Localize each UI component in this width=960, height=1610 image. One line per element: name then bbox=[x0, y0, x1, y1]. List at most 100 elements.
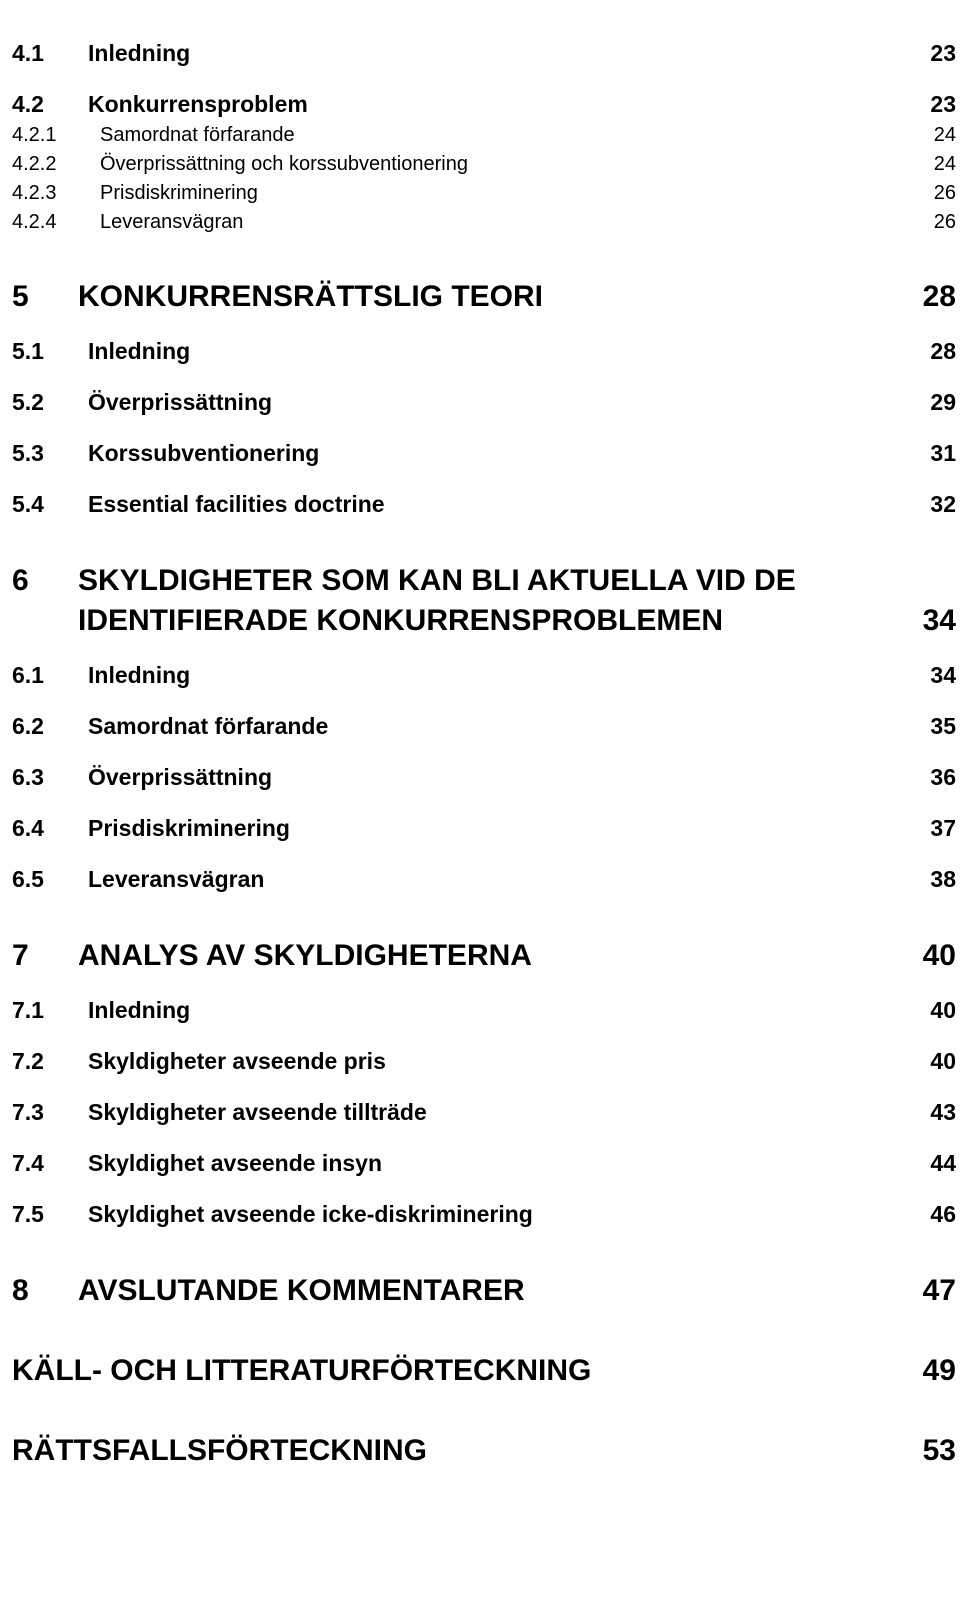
toc-page-number: 49 bbox=[906, 1354, 960, 1388]
toc-page-number: 23 bbox=[906, 91, 960, 118]
toc-section-title: Samordnat förfarande bbox=[100, 124, 295, 147]
toc-label: KÄLL- OCH LITTERATURFÖRTECKNING bbox=[12, 1354, 906, 1388]
toc-label: 6.1Inledning bbox=[12, 662, 906, 689]
toc-section-title: Samordnat förfarande bbox=[88, 713, 328, 740]
toc-label: 5KONKURRENSRÄTTSLIG TEORI bbox=[12, 280, 906, 314]
toc-label: 6.2Samordnat förfarande bbox=[12, 713, 906, 740]
toc-section-number: 7.5 bbox=[12, 1201, 88, 1228]
toc-entry: 4.1Inledning 23 bbox=[0, 40, 960, 67]
toc-section-number: 7.1 bbox=[12, 997, 88, 1024]
toc-section-number: 4.1 bbox=[12, 40, 88, 67]
toc-page-number: 43 bbox=[906, 1099, 960, 1126]
toc-page-number: 23 bbox=[906, 40, 960, 67]
toc-page-number: 44 bbox=[906, 1150, 960, 1177]
toc-label: RÄTTSFALLSFÖRTECKNING bbox=[12, 1434, 906, 1468]
toc-section-number: 5.4 bbox=[12, 491, 88, 518]
toc-page-number: 53 bbox=[906, 1434, 960, 1468]
toc-section-number: 6.3 bbox=[12, 764, 88, 791]
toc-section-title: Prisdiskriminering bbox=[100, 182, 258, 205]
toc-entry: 7.3Skyldigheter avseende tillträde43 bbox=[0, 1099, 960, 1126]
toc-section-title: Skyldigheter avseende tillträde bbox=[88, 1099, 427, 1126]
toc-entry: 6.1Inledning34 bbox=[0, 662, 960, 689]
toc-entry: 6.3Överprissättning 36 bbox=[0, 764, 960, 791]
toc-label: 7.5Skyldighet avseende icke-diskrimineri… bbox=[12, 1201, 906, 1228]
toc-section-number: 5 bbox=[12, 280, 78, 314]
toc-label: IDENTIFIERADE KONKURRENSPROBLEMEN bbox=[78, 604, 906, 638]
toc-entry: 4.2.1Samordnat förfarande24 bbox=[0, 124, 960, 147]
toc-page-number: 26 bbox=[906, 182, 960, 205]
toc-section-number: 5.1 bbox=[12, 338, 88, 365]
toc-section-title: Överprissättning bbox=[88, 764, 272, 791]
toc-label: 5.2Överprissättning bbox=[12, 389, 906, 416]
toc-section-title: Leveransvägran bbox=[100, 211, 243, 234]
toc-entry: 5.3Korssubventionering31 bbox=[0, 440, 960, 467]
toc-section-title: Leveransvägran bbox=[88, 866, 264, 893]
toc-entry: 7.4Skyldighet avseende insyn44 bbox=[0, 1150, 960, 1177]
toc-page-number: 40 bbox=[906, 1048, 960, 1075]
toc-label: 5.4Essential facilities doctrine bbox=[12, 491, 906, 518]
toc-label: 6.5Leveransvägran bbox=[12, 866, 906, 893]
toc-page-number: 40 bbox=[906, 997, 960, 1024]
toc-section-number: 8 bbox=[12, 1274, 78, 1308]
toc-entry: KÄLL- OCH LITTERATURFÖRTECKNING 49 bbox=[0, 1354, 960, 1388]
toc-label: 7ANALYS AV SKYLDIGHETERNA bbox=[12, 939, 906, 973]
toc-page-number: 32 bbox=[906, 491, 960, 518]
toc-section-title: RÄTTSFALLSFÖRTECKNING bbox=[12, 1434, 427, 1468]
toc-section-number: 4.2.3 bbox=[12, 182, 100, 205]
toc-page-number: 40 bbox=[906, 939, 960, 973]
toc-section-number: 4.2.4 bbox=[12, 211, 100, 234]
toc-entry: 5.2Överprissättning29 bbox=[0, 389, 960, 416]
toc-entry: 7.5Skyldighet avseende icke-diskrimineri… bbox=[0, 1201, 960, 1228]
toc-section-title: ANALYS AV SKYLDIGHETERNA bbox=[78, 939, 532, 973]
toc-section-title: AVSLUTANDE KOMMENTARER bbox=[78, 1274, 525, 1308]
toc-section-title: Skyldighet avseende icke-diskriminering bbox=[88, 1201, 533, 1228]
toc-section-number: 6.2 bbox=[12, 713, 88, 740]
toc-section-number: 4.2.2 bbox=[12, 153, 100, 176]
toc-label: 7.4Skyldighet avseende insyn bbox=[12, 1150, 906, 1177]
toc-section-number: 5.3 bbox=[12, 440, 88, 467]
toc-label: 7.1Inledning bbox=[12, 997, 906, 1024]
toc-section-title: IDENTIFIERADE KONKURRENSPROBLEMEN bbox=[78, 604, 723, 638]
toc-page-number: 28 bbox=[906, 338, 960, 365]
toc-section-title: Överprissättning bbox=[88, 389, 272, 416]
toc-label: 4.2.2Överprissättning och korssubvention… bbox=[12, 153, 906, 176]
toc-entry: 7.1Inledning40 bbox=[0, 997, 960, 1024]
toc-entry: 5.4Essential facilities doctrine32 bbox=[0, 491, 960, 518]
toc-entry: 5KONKURRENSRÄTTSLIG TEORI28 bbox=[0, 280, 960, 314]
toc-label: 4.2.1Samordnat förfarande bbox=[12, 124, 906, 147]
toc-section-number: 5.2 bbox=[12, 389, 88, 416]
toc-page-number: 26 bbox=[906, 211, 960, 234]
toc-section-title: Skyldigheter avseende pris bbox=[88, 1048, 386, 1075]
toc-entry: 6SKYLDIGHETER SOM KAN BLI AKTUELLA VID D… bbox=[0, 564, 960, 598]
toc-page-number: 46 bbox=[906, 1201, 960, 1228]
toc-page-number: 34 bbox=[906, 662, 960, 689]
toc-section-number: 6 bbox=[12, 564, 78, 598]
toc-page-number: 36 bbox=[906, 764, 960, 791]
toc-page-number: 47 bbox=[906, 1274, 960, 1308]
toc-page-number: 29 bbox=[906, 389, 960, 416]
toc-entry: 5.1Inledning28 bbox=[0, 338, 960, 365]
toc-section-title: KÄLL- OCH LITTERATURFÖRTECKNING bbox=[12, 1354, 591, 1388]
toc-section-number: 6.1 bbox=[12, 662, 88, 689]
toc-entry: 6.4Prisdiskriminering37 bbox=[0, 815, 960, 842]
toc-label: 6.4Prisdiskriminering bbox=[12, 815, 906, 842]
toc-section-title: Inledning bbox=[88, 338, 190, 365]
toc-section-title: Överprissättning och korssubventionering bbox=[100, 153, 468, 176]
toc-entry: IDENTIFIERADE KONKURRENSPROBLEMEN 34 bbox=[0, 604, 960, 638]
toc-section-title: Prisdiskriminering bbox=[88, 815, 290, 842]
toc-page-number bbox=[906, 564, 960, 598]
toc-label: 5.3Korssubventionering bbox=[12, 440, 906, 467]
toc-section-title: Inledning bbox=[88, 662, 190, 689]
toc-section-title: Inledning bbox=[88, 997, 190, 1024]
toc-page-number: 34 bbox=[906, 604, 960, 638]
toc-section-number: 6.5 bbox=[12, 866, 88, 893]
toc-section-title: Skyldighet avseende insyn bbox=[88, 1150, 382, 1177]
toc-section-number: 7 bbox=[12, 939, 78, 973]
toc-label: 5.1Inledning bbox=[12, 338, 906, 365]
toc-label: 8AVSLUTANDE KOMMENTARER bbox=[12, 1274, 906, 1308]
toc-page-number: 37 bbox=[906, 815, 960, 842]
toc-section-title: Inledning bbox=[88, 40, 190, 67]
toc-entry: 4.2Konkurrensproblem23 bbox=[0, 91, 960, 118]
toc-label: 6SKYLDIGHETER SOM KAN BLI AKTUELLA VID D… bbox=[12, 564, 906, 598]
toc-section-title: SKYLDIGHETER SOM KAN BLI AKTUELLA VID DE bbox=[78, 564, 796, 598]
